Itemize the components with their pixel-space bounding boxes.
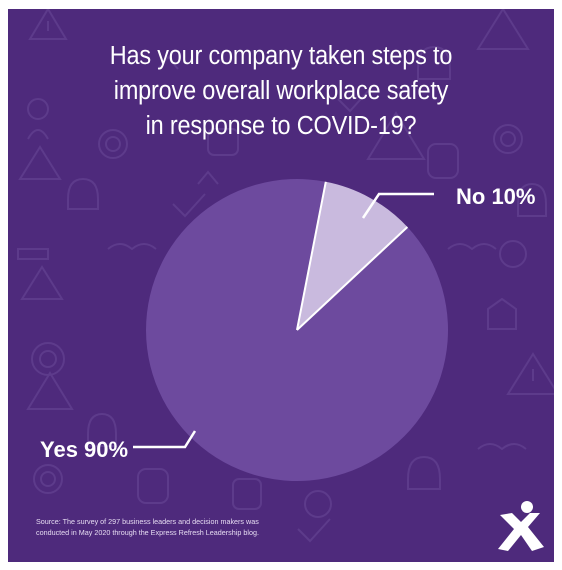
source-line: Source: The survey of 297 business leade… [36,517,259,526]
label-yes: Yes 90% [40,437,128,462]
slice-divider [296,181,327,331]
leader-line-no [361,192,434,219]
title-line: Has your company taken steps to [109,42,453,70]
title-line: in response to COVID-19? [145,112,417,140]
pie-chart: No 10% Yes 90% [40,179,535,482]
express-x-logo-icon [498,501,544,551]
leader-line-yes [133,430,197,449]
infographic-card: Has your company taken steps to improve … [8,9,554,562]
label-no: No 10% [456,184,535,209]
safety-icon-pattern [17,9,554,543]
source-line: conducted in May 2020 through the Expres… [36,528,259,537]
title-line: improve overall workplace safety [113,77,449,105]
pie-slice-no [297,181,408,330]
chart-title: Has your company taken steps to improve … [48,39,514,144]
source-note: Source: The survey of 297 business leade… [36,516,366,538]
slice-divider [296,226,409,331]
pie-slice-yes [146,179,449,482]
